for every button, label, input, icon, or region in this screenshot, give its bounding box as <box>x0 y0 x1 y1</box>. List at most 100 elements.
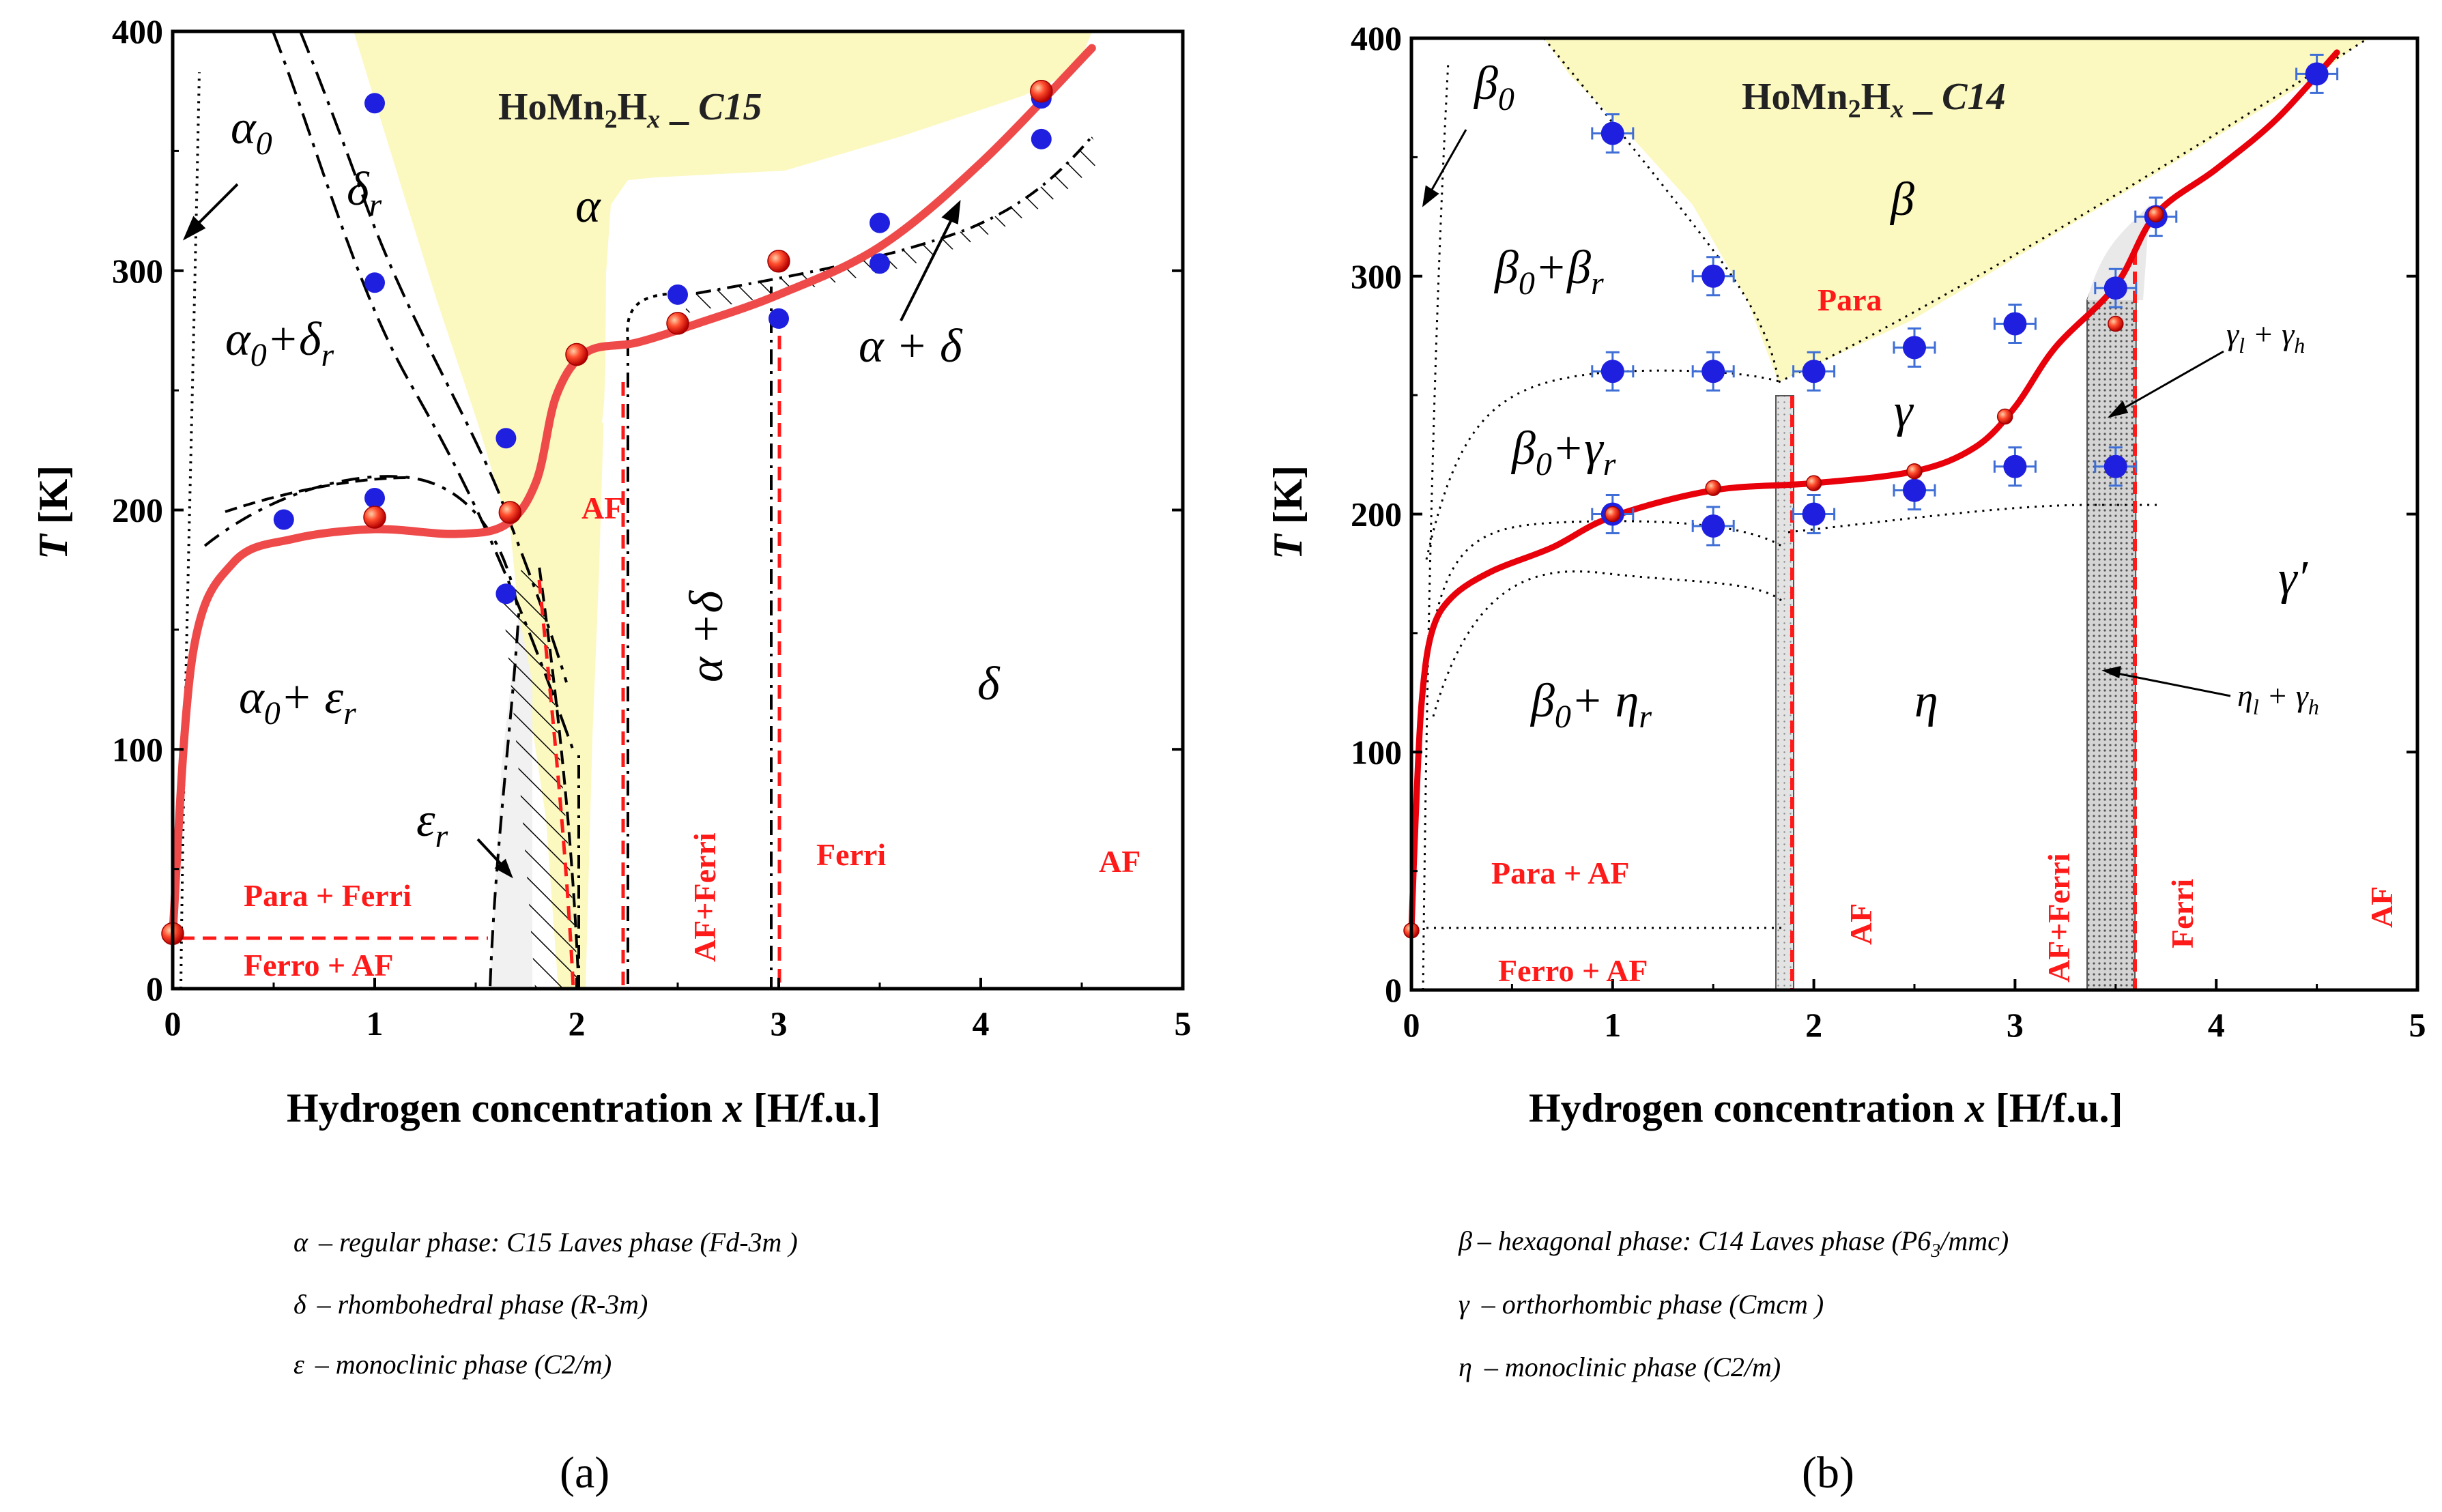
blue-data-point <box>2305 62 2329 86</box>
gamma-label: γ <box>1894 385 1914 437</box>
blue-data-point <box>364 272 385 293</box>
eta-label: η <box>1914 675 1938 727</box>
panel-a-label: (a) <box>560 1448 609 1498</box>
panel-b: 0 1 2 3 4 5 0 100 200 300 400 Hydrogen concentrati… <box>1265 19 2426 1498</box>
blue-data-point <box>495 583 517 605</box>
red-data-point <box>1805 475 1822 491</box>
eps-r-label: εr <box>416 794 448 854</box>
red-data-point <box>2148 206 2164 222</box>
x-tick-label: 1 <box>367 1004 384 1043</box>
x-tick-label: 0 <box>164 1004 182 1043</box>
gamma-l-gamma-h-label: γl + γh <box>2226 317 2305 358</box>
panel-a-arrows <box>182 183 961 879</box>
x-tick-label: 2 <box>1805 1006 1822 1044</box>
panel-b-points <box>1403 53 2339 939</box>
red-data-point <box>767 249 790 273</box>
alpha0-eps-boundary <box>225 476 410 513</box>
para-ferri-label: Para + Ferri <box>244 878 412 913</box>
panel-b-phase-labels: β0 β β0+βr β0+γr γ γ′ β0+ ηr η γl + γh η… <box>1473 57 2319 735</box>
blue-data-point <box>273 509 294 530</box>
eta-l-gamma-h-label: ηl + γh <box>2237 678 2319 719</box>
x-tick-label: 1 <box>1604 1006 1621 1044</box>
ferro-af-label: Ferro + AF <box>1498 953 1648 988</box>
y-tick-label: 100 <box>112 730 163 768</box>
grey-band-right <box>2086 244 2138 990</box>
panel-a-points <box>161 79 1053 946</box>
blue-data-point <box>870 253 890 274</box>
x-tick-label: 4 <box>973 1004 990 1043</box>
para-label: Para <box>1818 282 1882 317</box>
beta0-eta-r-label: β0+ ηr <box>1529 675 1652 735</box>
y-tick-label: 300 <box>1351 257 1402 295</box>
panel-b-legend: β – hexagonal phase: C14 Laves phase (P63… <box>1458 1225 2009 1382</box>
legend-gamma: γ – orthorhombic phase (Cmcm ) <box>1459 1289 1824 1320</box>
panel-a-title: HoMn2Hx _ C15 <box>498 86 762 134</box>
delta-alpha-boundary <box>538 566 580 989</box>
legend-delta: δ – rhombohedral phase (R-3m) <box>293 1289 648 1320</box>
blue-data-point <box>364 487 385 508</box>
ferri-label: Ferri <box>816 837 886 872</box>
y-tick-label: 300 <box>112 252 163 290</box>
delta-r-label: δr <box>347 163 382 223</box>
gamma-prime-label: γ′ <box>2278 552 2309 605</box>
y-tick-label: 200 <box>1351 495 1402 534</box>
red-data-point <box>1030 79 1053 103</box>
beta-label: β <box>1889 173 1914 226</box>
delta-r-boundary <box>299 31 568 683</box>
hatched-region-right-outline <box>695 135 1093 295</box>
blue-data-point <box>495 428 517 449</box>
gamma-lower-boundary <box>1428 520 1782 649</box>
y-tick-label: 100 <box>1351 733 1402 771</box>
panel-b-magnetic-labels: Para Para + AF Ferro + AF AF AF+Ferri Fe… <box>1491 282 2399 988</box>
blue-data-point <box>1701 514 1725 538</box>
panel-b-title: HoMn2Hx _ C14 <box>1742 76 2005 123</box>
ferro-af-label: Ferro + AF <box>244 948 394 983</box>
panel-b-label: (b) <box>1802 1448 1854 1498</box>
af-mid-label: AF <box>1843 903 1878 945</box>
y-axis-label: T [K] <box>31 465 76 559</box>
x-tick-label: 2 <box>569 1004 586 1043</box>
blue-data-point <box>2103 276 2127 300</box>
blue-data-point <box>1802 360 1826 383</box>
y-tick-label: 400 <box>112 12 163 50</box>
blue-data-point <box>870 212 890 233</box>
red-data-point <box>363 506 386 529</box>
blue-data-point <box>1600 121 1624 145</box>
y-axis-label: T [K] <box>1265 465 1310 559</box>
red-data-point <box>1906 463 1923 480</box>
x-tick-label: 3 <box>2007 1006 2024 1044</box>
panel-a-boundaries <box>179 31 773 989</box>
panel-a-phase-labels: α0 δr α α0+δr α + δ α0+ εr εr α +δ δ <box>225 102 1001 854</box>
blue-data-point <box>2003 312 2027 336</box>
x-tick-label: 5 <box>1175 1004 1192 1043</box>
red-data-point <box>666 312 689 335</box>
panel-a-magnetic-labels: AF Para + Ferri Ferro + AF AF+Ferri Ferr… <box>244 491 1140 983</box>
x-tick-label: 5 <box>2409 1006 2426 1044</box>
panel-b-regions <box>1544 38 2368 990</box>
alpha-delta-left-bound <box>626 292 683 342</box>
beta-phase-region <box>1544 38 2368 382</box>
panel-a-regions <box>354 31 1102 989</box>
blue-data-point <box>1903 336 1926 360</box>
alpha-label: α <box>575 180 601 233</box>
alpha0-boundary <box>179 72 201 989</box>
alpha-phase-region <box>354 31 1092 989</box>
beta0-beta-r-label: β0+βr <box>1493 242 1604 302</box>
red-data-point <box>1605 506 1621 523</box>
x-axis-label: Hydrogen concentration x [H/f.u.] <box>1529 1086 2123 1131</box>
panel-a-ticks: 0 1 2 3 4 5 0 100 200 300 400 <box>112 12 1192 1043</box>
y-tick-label: 200 <box>112 491 163 529</box>
legend-beta: β – hexagonal phase: C14 Laves phase (P63… <box>1458 1225 2009 1262</box>
y-tick-label: 0 <box>146 970 163 1008</box>
red-data-point <box>565 343 588 366</box>
blue-data-point <box>1031 128 1052 149</box>
alpha-region-notch <box>602 205 628 423</box>
magnetic-line-20 <box>537 579 575 989</box>
beta0-label: β0 <box>1473 57 1514 117</box>
panel-a-magnetic-lines <box>181 314 781 989</box>
af-right-label: AF <box>1099 844 1140 879</box>
panel-b-magnetic-lines <box>1790 252 2137 990</box>
red-data-point <box>1996 408 2013 425</box>
alpha0-label: α0 <box>231 102 272 162</box>
x-tick-label: 4 <box>2208 1006 2225 1044</box>
